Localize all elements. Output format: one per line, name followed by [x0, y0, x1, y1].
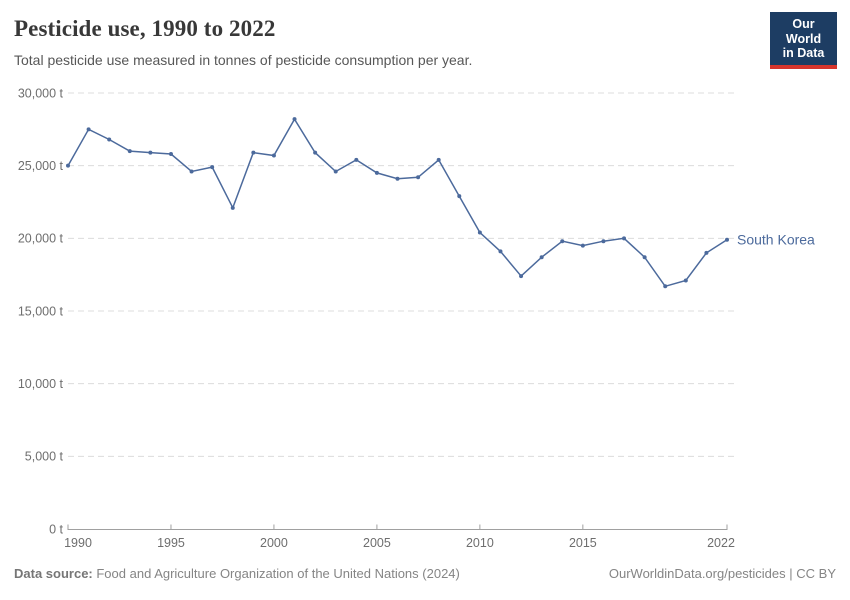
- data-point-2019: [663, 284, 668, 289]
- data-point-1993: [127, 149, 132, 154]
- data-point-1994: [148, 150, 153, 155]
- license-text: | CC BY: [785, 566, 836, 581]
- data-point-2008: [436, 157, 441, 162]
- data-point-2014: [560, 239, 565, 244]
- chart-title: Pesticide use, 1990 to 2022: [14, 16, 276, 41]
- data-point-1990: [66, 163, 70, 168]
- x-tick-label: 2010: [466, 536, 494, 550]
- x-tick-label: 2005: [363, 536, 391, 550]
- data-point-2020: [683, 278, 688, 283]
- data-point-2011: [498, 249, 503, 254]
- y-tick-label: 10,000 t: [18, 377, 64, 391]
- y-tick-label: 15,000 t: [18, 304, 64, 318]
- data-point-2012: [519, 274, 524, 279]
- x-tick-label: 2000: [260, 536, 288, 550]
- data-point-2015: [580, 243, 585, 248]
- owid-logo-text-line1: Our World: [785, 17, 822, 46]
- data-point-2000: [271, 153, 276, 158]
- y-tick-label: 5,000 t: [25, 450, 64, 464]
- chart-footer: Data source: Food and Agriculture Organi…: [14, 566, 836, 581]
- data-point-2017: [622, 236, 627, 241]
- data-point-2016: [601, 239, 606, 244]
- x-tick-label: 1995: [157, 536, 185, 550]
- y-tick-label: 30,000 t: [18, 86, 64, 100]
- data-point-2010: [477, 230, 482, 235]
- data-point-2007: [416, 175, 421, 180]
- data-point-1998: [230, 205, 235, 210]
- data-point-2005: [374, 170, 379, 175]
- x-tick-label: 2015: [569, 536, 597, 550]
- y-tick-label: 25,000 t: [18, 159, 64, 173]
- entity-label: South Korea: [737, 231, 815, 247]
- data-point-2002: [313, 150, 318, 155]
- x-axis-line: [67, 524, 728, 530]
- x-tick-label: 2022: [707, 536, 735, 550]
- data-point-2013: [539, 255, 544, 260]
- data-point-2022: [725, 237, 729, 242]
- owid-logo[interactable]: Our World in Data: [770, 12, 837, 69]
- data-point-2009: [457, 194, 462, 199]
- data-point-2003: [333, 169, 338, 174]
- x-tick-label: 1990: [64, 536, 92, 550]
- series-line: [67, 117, 728, 288]
- data-point-1992: [107, 137, 112, 142]
- data-point-2018: [642, 255, 647, 260]
- y-tick-label: 20,000 t: [18, 232, 64, 246]
- data-point-1997: [210, 165, 215, 170]
- data-point-2001: [292, 117, 297, 122]
- data-point-1999: [251, 150, 256, 155]
- data-point-2006: [395, 176, 400, 181]
- data-point-2021: [704, 250, 709, 255]
- data-point-1991: [86, 127, 91, 132]
- footer-credits: OurWorldinData.org/pesticides | CC BY: [609, 566, 836, 581]
- data-source-text: Food and Agriculture Organization of the…: [92, 566, 460, 581]
- y-tick-label: 0 t: [49, 522, 63, 536]
- owid-url-link[interactable]: OurWorldinData.org/pesticides: [608, 566, 786, 581]
- data-point-1996: [189, 169, 194, 174]
- data-point-2004: [354, 157, 359, 162]
- chart-subtitle: Total pesticide use measured in tonnes o…: [14, 52, 473, 68]
- data-point-1995: [168, 152, 173, 157]
- data-source-note: Data source: Food and Agriculture Organi…: [14, 566, 460, 581]
- owid-logo-text-line2: in Data: [782, 46, 825, 60]
- data-source-label: Data source:: [14, 566, 93, 581]
